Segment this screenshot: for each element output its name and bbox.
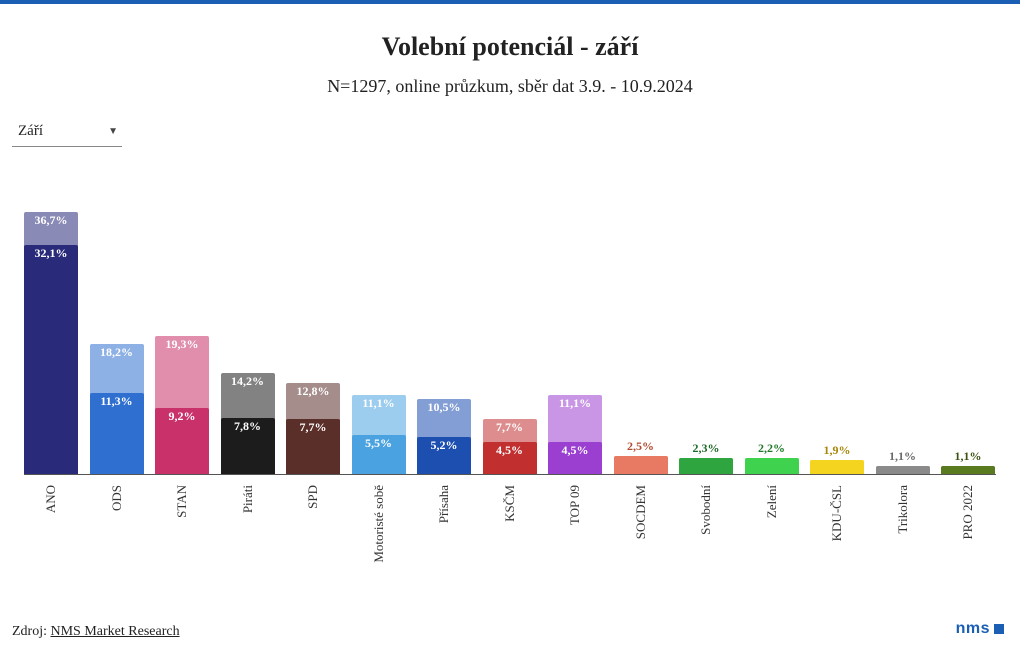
bar-label-potential: 18,2% xyxy=(90,345,144,360)
bar-label-core: 9,2% xyxy=(155,409,209,424)
bar-label-potential: 1,9% xyxy=(810,443,864,458)
bar-core[interactable] xyxy=(745,458,799,474)
bar-label-core: 4,5% xyxy=(483,443,537,458)
bar-label-core: 11,3% xyxy=(90,394,144,409)
bar-label-potential: 1,1% xyxy=(876,449,930,464)
bar-label-potential: 36,7% xyxy=(24,213,78,228)
x-axis-label: KDU-ČSL xyxy=(810,485,864,541)
x-axis-label: Piráti xyxy=(221,485,275,513)
chart-title: Volební potenciál - září xyxy=(10,32,1010,62)
bar-label-potential: 7,7% xyxy=(483,420,537,435)
bar-label-potential: 2,5% xyxy=(614,439,668,454)
x-axis-label: Svobodní xyxy=(679,485,733,535)
bar-label-core: 7,8% xyxy=(221,419,275,434)
bar-label-potential: 19,3% xyxy=(155,337,209,352)
logo-square-icon xyxy=(994,624,1004,634)
source-link[interactable]: NMS Market Research xyxy=(51,624,180,639)
bar-label-core: 5,2% xyxy=(417,438,471,453)
x-axis-labels: ANO ODS STAN Piráti SPD Motoristé sobě Přísaha… xyxy=(24,475,996,605)
logo-text: nms xyxy=(956,620,990,638)
source-footer: Zdroj: NMS Market Research xyxy=(12,624,180,640)
x-axis-label: PRO 2022 xyxy=(941,485,995,540)
x-axis-label: Motoristé sobě xyxy=(352,485,406,563)
bar-label-potential: 14,2% xyxy=(221,374,275,389)
source-prefix: Zdroj: xyxy=(12,624,51,639)
bar-label-potential: 2,3% xyxy=(679,441,733,456)
x-axis-label: ANO xyxy=(24,485,78,513)
caret-down-icon: ▼ xyxy=(108,126,118,137)
x-axis-label: KSČM xyxy=(483,485,537,522)
x-axis-label: TOP 09 xyxy=(548,485,602,525)
bar-core[interactable] xyxy=(24,245,78,474)
chart-subtitle: N=1297, online průzkum, sběr dat 3.9. - … xyxy=(10,76,1010,97)
dropdown-selected: Září xyxy=(18,123,43,140)
bar-core[interactable] xyxy=(876,466,930,474)
x-axis-label: Zelení xyxy=(745,485,799,518)
bar-label-core: 4,5% xyxy=(548,443,602,458)
bar-label-potential: 11,1% xyxy=(548,396,602,411)
bar-label-potential: 10,5% xyxy=(417,400,471,415)
x-axis-label: Přísaha xyxy=(417,485,471,523)
bar-chart: 36,7% 32,1% 18,2% 11,3% 19,3% 9,2% 14,2% 7,8% 12… xyxy=(24,155,996,475)
bar-label-potential: 2,2% xyxy=(745,441,799,456)
bar-label-core: 7,7% xyxy=(286,420,340,435)
bar-label-potential: 1,1% xyxy=(941,449,995,464)
top-accent-border xyxy=(0,0,1020,4)
bar-core[interactable] xyxy=(679,458,733,474)
bar-label-potential: 12,8% xyxy=(286,384,340,399)
x-axis-label: Trikolora xyxy=(876,485,930,534)
bar-core[interactable] xyxy=(941,466,995,474)
x-axis-label: ODS xyxy=(90,485,144,511)
bar-label-core: 5,5% xyxy=(352,436,406,451)
x-axis-label: STAN xyxy=(155,485,209,518)
bar-core[interactable] xyxy=(810,460,864,474)
bar-core[interactable] xyxy=(614,456,668,474)
bar-label-potential: 11,1% xyxy=(352,396,406,411)
x-axis-label: SPD xyxy=(286,485,340,509)
x-axis-label: SOCDEM xyxy=(614,485,668,539)
month-dropdown[interactable]: Září ▼ xyxy=(12,117,122,147)
bar-label-core: 32,1% xyxy=(24,246,78,261)
nms-logo: nms xyxy=(956,620,1004,638)
